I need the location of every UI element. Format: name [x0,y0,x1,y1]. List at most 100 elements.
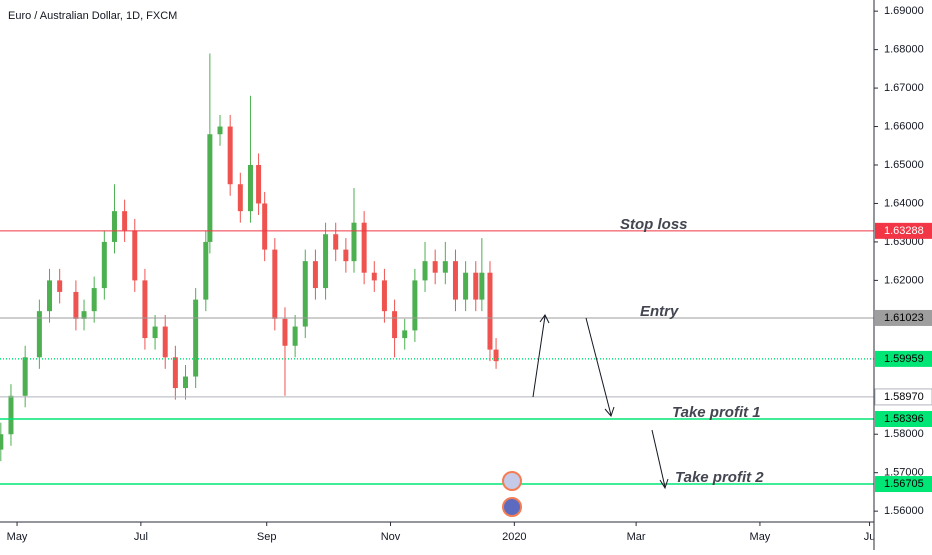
candle-body [422,261,428,281]
x-tick-label: May [750,531,771,543]
y-tick-label: 1.57000 [884,467,924,479]
candle-body [183,376,189,389]
event-icon [502,497,522,517]
x-tick-label: Mar [627,531,646,543]
candle-body [351,222,357,262]
y-tick-label: 1.62000 [884,274,924,286]
x-tick-label: 2020 [502,531,526,543]
price-label-box [874,388,932,406]
y-tick-label: 1.66000 [884,120,924,132]
price-label: 1.56705 [884,478,924,490]
candle-body [323,234,329,289]
candle-body [36,311,42,358]
candle-body [172,357,178,389]
candle-body [463,272,469,300]
level-annotation: Take profit 1 [672,404,761,421]
y-tick-label: 1.64000 [884,197,924,209]
candle-body [132,230,138,281]
event-icons [502,471,522,517]
candle-body [227,126,233,185]
candle-body [452,261,458,300]
price-label-box [875,309,932,326]
event-icon [502,471,522,491]
candle-body [432,261,438,273]
y-tick-label: 1.65000 [884,159,924,171]
candle-body [343,249,349,262]
x-tick-label: Nov [381,531,401,543]
candle-body [302,261,308,327]
level-annotation: Entry [640,303,679,320]
price-label-box [875,350,932,367]
candle-body [122,211,128,231]
price-label-box [875,411,932,427]
price-axis-panel [874,0,932,550]
x-tick-label: Sep [257,531,277,543]
candle-body [57,280,63,292]
arrowhead [539,314,550,324]
candle-body [81,311,87,319]
candle-body [193,299,199,377]
arrowhead [604,406,615,417]
candle-body [8,395,14,435]
x-tick-label: Jul [134,531,148,543]
arrow [532,315,546,398]
candle-body [47,280,53,312]
candle-body [479,272,485,300]
price-label: 1.58970 [884,391,924,403]
candle-body [262,203,268,250]
candle-body [282,318,288,346]
x-tick-label: May [7,531,28,543]
price-label: 1.59959 [884,353,924,365]
candle-body [73,291,79,319]
candle-body [292,326,298,346]
candle-body [203,241,209,300]
price-label: 1.61023 [884,312,924,324]
candle-body [493,349,499,362]
y-tick-label: 1.68000 [884,44,924,56]
candle-body [371,272,377,281]
arrows [532,314,669,490]
candle-body [361,222,367,273]
candle-body [152,326,158,339]
candle-body [217,126,223,135]
candle-body [412,280,418,331]
price-label-box [875,222,932,239]
candle-body [333,234,339,250]
candle-body [312,261,318,289]
candle-body [487,272,493,350]
candle-body [111,211,117,242]
candle-body [256,165,262,204]
chart-title: Euro / Australian Dollar, 1D, FXCM [8,10,177,22]
candle-body [392,311,398,339]
candle-body [162,326,168,358]
candle-body [91,288,97,312]
x-tick-label: Ju [864,531,876,543]
arrow [585,317,612,416]
candle-body [0,434,4,450]
price-label-box [875,476,932,493]
price-label: 1.63288 [884,225,924,237]
level-annotation: Take profit 2 [675,469,764,486]
level-annotation: Stop loss [620,216,688,233]
candle-body [402,330,408,339]
y-tick-label: 1.67000 [884,82,924,94]
plot-area: Stop loss Entry Take profit 1 Take profit 2 [0,53,874,486]
candle-body [142,280,148,339]
y-tick-label: 1.56000 [884,505,924,517]
candle-body [207,134,213,242]
arrow [651,429,666,488]
candle-body [247,165,253,212]
arrowhead [659,478,669,490]
y-tick-label: 1.69000 [884,5,924,17]
candle-body [272,249,278,319]
candle-body [473,272,479,300]
candle-body [22,357,28,396]
candle-body [381,280,387,312]
candle-body [237,184,243,212]
price-label: 1.58396 [884,413,924,425]
y-tick-label: 1.58000 [884,428,924,440]
candle-body [442,261,448,273]
